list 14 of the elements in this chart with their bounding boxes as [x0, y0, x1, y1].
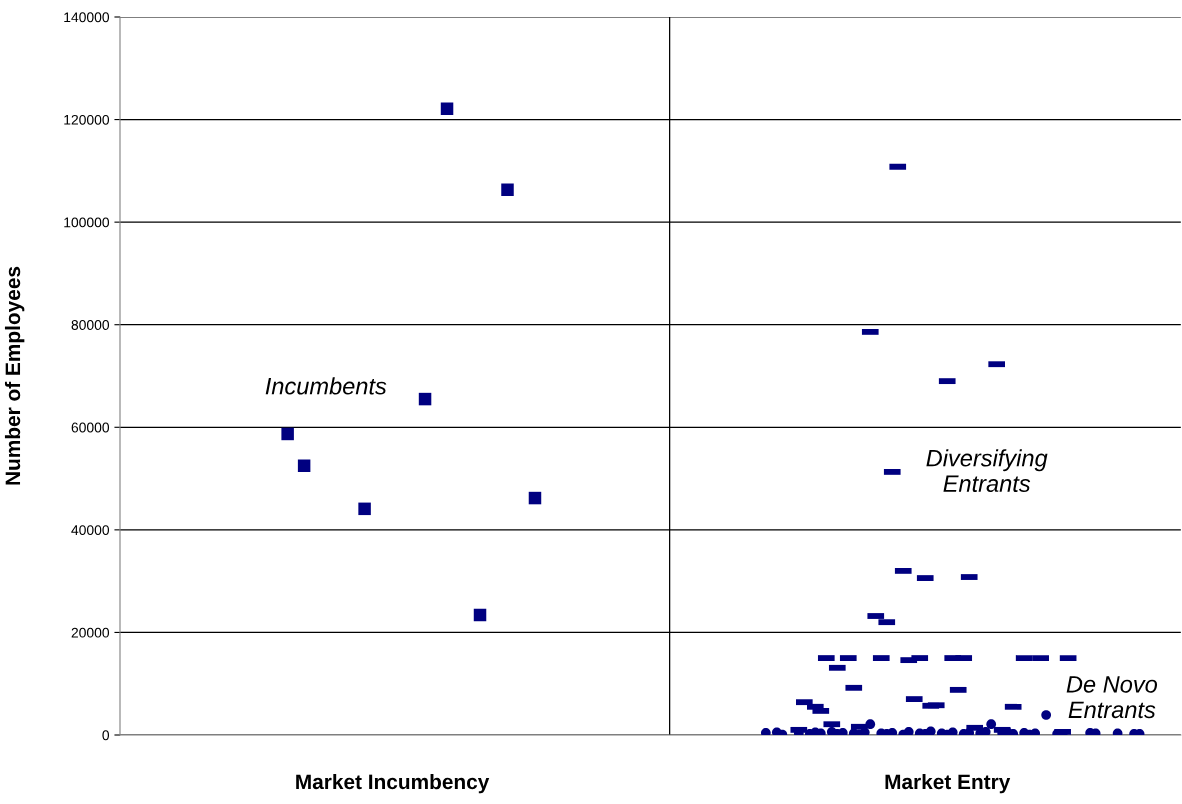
y-tick-label: 20000 — [71, 627, 110, 638]
series-label: Incumbents — [265, 377, 387, 395]
series-label: Diversifying Entrants — [926, 449, 1048, 492]
y-tick-label: 80000 — [71, 320, 110, 330]
y-axis-title: Number of Employees — [4, 266, 25, 485]
x-tick-label: Market Entry — [885, 773, 1011, 794]
y-tick-label: 0 — [102, 730, 110, 741]
y-tick-label: 40000 — [71, 525, 110, 536]
series-label: De Novo Entrants — [1066, 676, 1158, 719]
y-tick-label: 100000 — [64, 217, 110, 228]
y-tick-label: 60000 — [71, 422, 110, 433]
y-tick-label: 140000 — [64, 12, 110, 23]
y-tick-label: 120000 — [64, 114, 110, 125]
x-tick-label: Market Incumbency — [296, 773, 490, 794]
